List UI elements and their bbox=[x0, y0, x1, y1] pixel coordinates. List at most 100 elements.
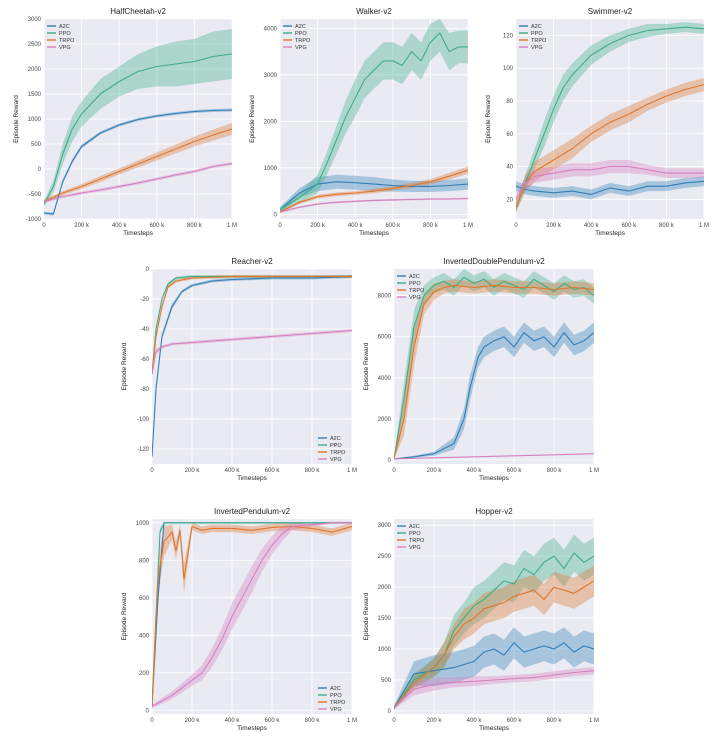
x-tick-label: 0 bbox=[392, 718, 396, 724]
series-line-vpg bbox=[152, 522, 352, 707]
series-line-a2c bbox=[280, 181, 468, 211]
x-tick-label: 200 k bbox=[310, 223, 326, 229]
series-band-a2c bbox=[394, 322, 594, 460]
x-tick-label: 800 k bbox=[547, 468, 563, 474]
legend-label-vpg: VPG bbox=[409, 545, 421, 551]
chart-invertedpendulum-v2: 0 200 k 400 k 600 k 800 k 1 M 0 200 400 600 800 100… bbox=[118, 505, 358, 738]
chart-swimmer-v2: 0 200 k 400 k 600 k 800 k 1 M 20 40 60 80 100 120 Sw… bbox=[482, 5, 710, 243]
chart-walker-v2: 0 200 k 400 k 600 k 800 k 1 M 0 1000 2000 3000 400… bbox=[246, 5, 474, 243]
chart-title: InvertedDoublePendulum-v2 bbox=[443, 257, 545, 266]
x-tick-label: 600 k bbox=[385, 223, 401, 229]
series-line-trpo bbox=[394, 580, 594, 709]
chart-title: Hopper-v2 bbox=[475, 507, 513, 516]
legend-label-trpo: TRPO bbox=[531, 38, 547, 44]
y-tick-label: 1000 bbox=[264, 166, 278, 172]
y-tick-label: 500 bbox=[31, 142, 42, 148]
y-tick-label: 3000 bbox=[378, 523, 392, 529]
legend-label-ppo: PPO bbox=[295, 31, 307, 37]
x-axis-label: Timesteps bbox=[479, 475, 509, 482]
chart-halfcheetah-v2: 0 200 k 400 k 600 k 800 k 1 M -1000 -500 0 500 100… bbox=[10, 5, 238, 243]
x-axis-label: Timesteps bbox=[237, 725, 267, 732]
x-tick-label: 0 bbox=[514, 223, 518, 229]
y-tick-label: -100 bbox=[137, 417, 150, 423]
legend-label-ppo: PPO bbox=[330, 443, 342, 449]
series-line-ppo bbox=[394, 276, 594, 459]
x-tick-label: 600 k bbox=[507, 718, 523, 724]
x-tick-label: 0 bbox=[392, 468, 396, 474]
y-tick-label: 0 bbox=[388, 709, 392, 715]
x-tick-label: 400 k bbox=[225, 718, 241, 724]
legend-label-trpo: TRPO bbox=[409, 538, 425, 544]
chart-svg: 0 200 k 400 k 600 k 800 k 1 M 20 40 60 80 100 120 Sw… bbox=[485, 7, 709, 237]
x-tick-label: 1 M bbox=[699, 223, 709, 229]
y-tick-label: 3000 bbox=[264, 73, 278, 79]
legend-label-trpo: TRPO bbox=[330, 450, 346, 456]
x-axis-label: Timesteps bbox=[359, 230, 389, 237]
legend-label-vpg: VPG bbox=[59, 45, 71, 51]
series-band-ppo bbox=[394, 534, 594, 710]
series-line-trpo bbox=[152, 525, 352, 707]
y-tick-label: 40 bbox=[506, 165, 513, 171]
x-tick-label: 800 k bbox=[187, 223, 203, 229]
y-axis-label: Episode Reward bbox=[249, 95, 256, 143]
series-line-a2c bbox=[44, 109, 232, 215]
y-tick-label: -120 bbox=[137, 447, 150, 453]
legend-label-trpo: TRPO bbox=[409, 288, 425, 294]
series-line-ppo bbox=[516, 26, 704, 208]
chart-svg: 0 200 k 400 k 600 k 800 k 1 M 0 1000 2000 3000 400… bbox=[249, 7, 473, 237]
series-line-trpo bbox=[280, 169, 468, 213]
series-line-vpg bbox=[152, 329, 352, 375]
y-tick-label: 0 bbox=[388, 458, 392, 464]
plot-area bbox=[152, 269, 352, 464]
x-axis-label: Timesteps bbox=[595, 230, 625, 237]
y-tick-label: 0 bbox=[274, 212, 278, 218]
chart-title: HalfCheetah-v2 bbox=[110, 7, 166, 16]
x-tick-label: 0 bbox=[150, 718, 154, 724]
x-axis-label: Timesteps bbox=[237, 475, 267, 482]
y-tick-label: 1500 bbox=[378, 616, 392, 622]
x-axis-label: Timesteps bbox=[479, 725, 509, 732]
x-tick-label: 200 k bbox=[185, 468, 201, 474]
series-line-ppo bbox=[152, 522, 352, 707]
x-tick-label: 800 k bbox=[305, 468, 321, 474]
y-tick-label: 4000 bbox=[264, 26, 278, 32]
y-tick-label: 6000 bbox=[378, 335, 392, 341]
y-tick-label: -20 bbox=[140, 297, 149, 303]
x-tick-label: 800 k bbox=[305, 718, 321, 724]
series-line-vpg bbox=[44, 162, 232, 203]
legend-label-trpo: TRPO bbox=[330, 700, 346, 706]
series-band-ppo bbox=[44, 29, 232, 207]
y-tick-label: 20 bbox=[506, 197, 513, 203]
x-axis-label: Timesteps bbox=[123, 230, 153, 237]
x-tick-label: 200 k bbox=[427, 468, 443, 474]
x-tick-label: 400 k bbox=[225, 468, 241, 474]
y-tick-label: 2000 bbox=[264, 119, 278, 125]
legend-label-ppo: PPO bbox=[531, 31, 543, 37]
y-axis-label: Episode Reward bbox=[363, 342, 370, 390]
x-tick-label: 800 k bbox=[547, 718, 563, 724]
x-tick-label: 1 M bbox=[463, 223, 473, 229]
legend-label-vpg: VPG bbox=[531, 45, 543, 51]
y-tick-label: 2000 bbox=[378, 585, 392, 591]
x-tick-label: 1 M bbox=[227, 223, 237, 229]
series-band-trpo bbox=[44, 123, 232, 204]
series-line-vpg bbox=[516, 165, 704, 200]
series-line-a2c bbox=[394, 332, 594, 460]
x-tick-label: 200 k bbox=[185, 718, 201, 724]
series-line-vpg bbox=[280, 197, 468, 213]
plot-area bbox=[152, 519, 352, 714]
y-tick-label: -80 bbox=[140, 387, 149, 393]
legend-label-ppo: PPO bbox=[409, 531, 421, 537]
x-tick-label: 400 k bbox=[112, 223, 128, 229]
series-line-a2c bbox=[394, 642, 594, 709]
x-tick-label: 1 M bbox=[589, 468, 599, 474]
y-tick-label: 3000 bbox=[28, 17, 42, 23]
legend-label-ppo: PPO bbox=[59, 31, 71, 37]
x-tick-label: 600 k bbox=[265, 718, 281, 724]
legend-label-trpo: TRPO bbox=[295, 38, 311, 44]
y-tick-label: 400 bbox=[139, 633, 150, 639]
